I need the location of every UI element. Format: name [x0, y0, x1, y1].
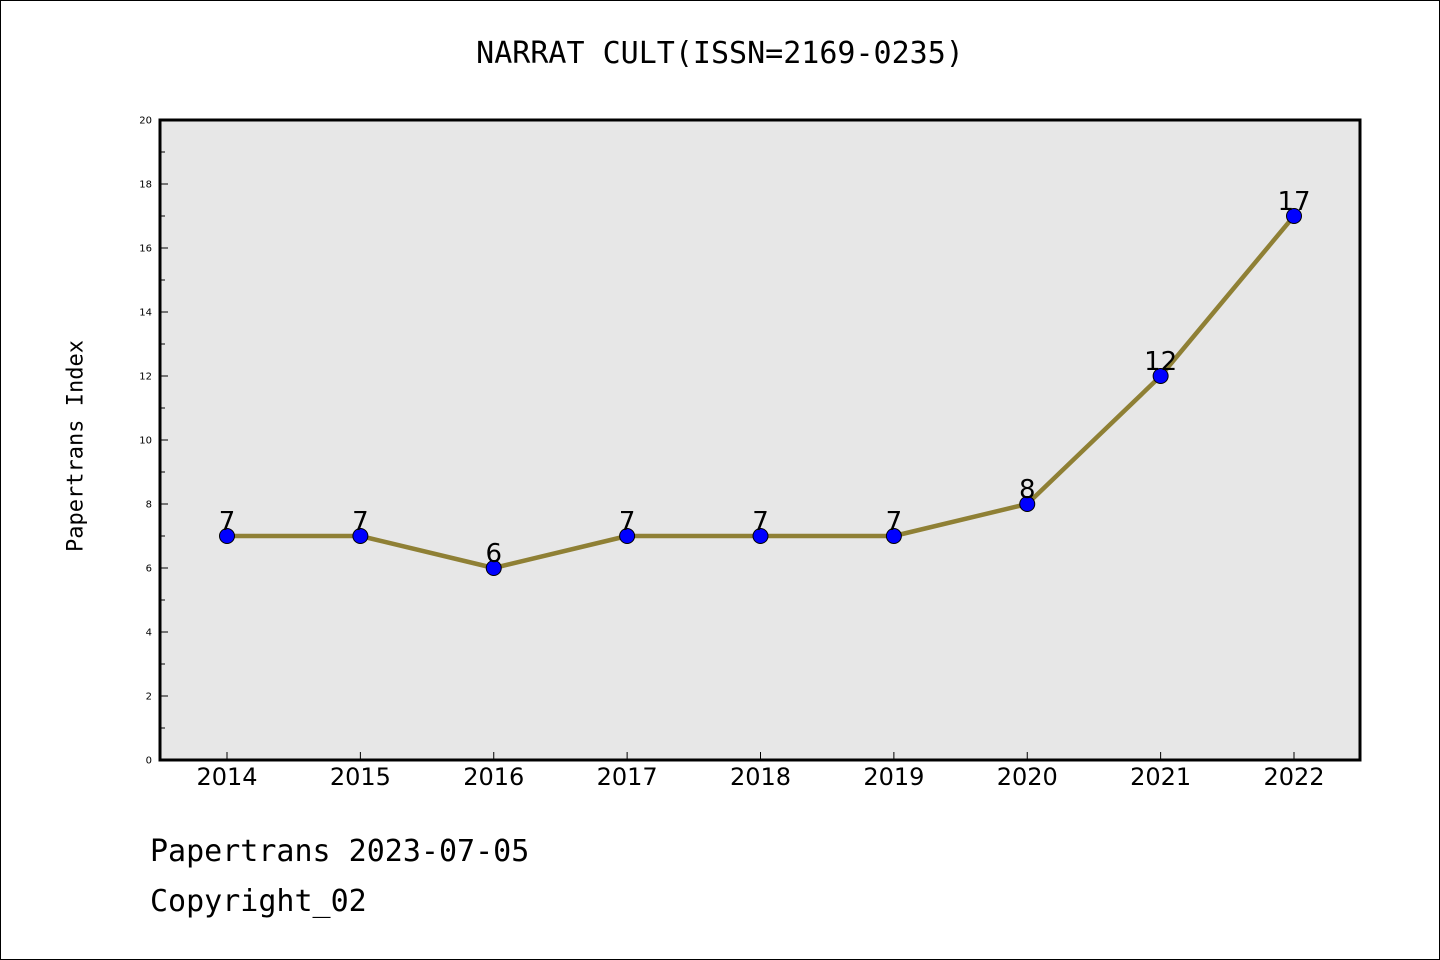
chart-title: NARRAT CULT(ISSN=2169-0235)	[476, 36, 964, 71]
axis-ticks: 0 2 4 6 8 10 12 14 16 18 20 2014 2015 2016 2017 2018 201…	[139, 116, 1324, 792]
x-tick-label: 2021	[1130, 763, 1191, 791]
data-point	[485, 560, 502, 576]
x-tick-label: 2018	[730, 763, 791, 791]
plot-area	[160, 120, 1360, 760]
data-point	[619, 528, 636, 544]
footer-copyright: Copyright_02	[150, 884, 367, 919]
y-tick-label: 14	[139, 308, 152, 319]
data-point	[885, 528, 902, 544]
data-point	[219, 528, 235, 544]
data-label: 7	[619, 507, 636, 537]
data-label: 7	[219, 507, 236, 537]
x-tick-label: 2020	[997, 763, 1058, 791]
data-label: 7	[752, 507, 769, 537]
y-tick-label: 10	[139, 436, 152, 447]
x-tick-label: 2017	[597, 763, 658, 791]
data-point	[1019, 496, 1036, 512]
y-tick-label: 2	[146, 692, 152, 703]
y-tick-label: 20	[139, 116, 152, 127]
y-tick-label: 0	[146, 756, 152, 767]
footer-source: Papertrans 2023-07-05	[150, 834, 530, 869]
data-label: 17	[1277, 187, 1310, 217]
series-markers	[219, 208, 1302, 576]
y-tick-label: 16	[139, 244, 152, 255]
x-tick-label: 2019	[863, 763, 924, 791]
data-label: 6	[485, 539, 502, 569]
x-tick-label: 2015	[330, 763, 391, 791]
data-point	[752, 528, 769, 544]
y-tick-label: 6	[146, 564, 152, 575]
data-label: 8	[1019, 475, 1036, 505]
data-label: 7	[352, 507, 369, 537]
plot-border	[158, 118, 1362, 762]
data-point	[352, 528, 369, 544]
data-labels: 7 7 6 7 7 7 8 12 17	[219, 187, 1311, 569]
data-label: 7	[886, 507, 903, 537]
x-tick-label: 2022	[1263, 763, 1324, 791]
x-tick-label: 2016	[463, 763, 524, 791]
y-tick-label: 8	[146, 500, 152, 511]
data-label: 12	[1144, 347, 1177, 377]
y-tick-label: 4	[146, 628, 152, 639]
y-tick-label: 12	[139, 372, 152, 383]
y-tick-label: 18	[139, 180, 152, 191]
x-tick-label: 2014	[196, 763, 257, 791]
data-point	[1152, 368, 1169, 384]
data-point	[1286, 208, 1302, 224]
